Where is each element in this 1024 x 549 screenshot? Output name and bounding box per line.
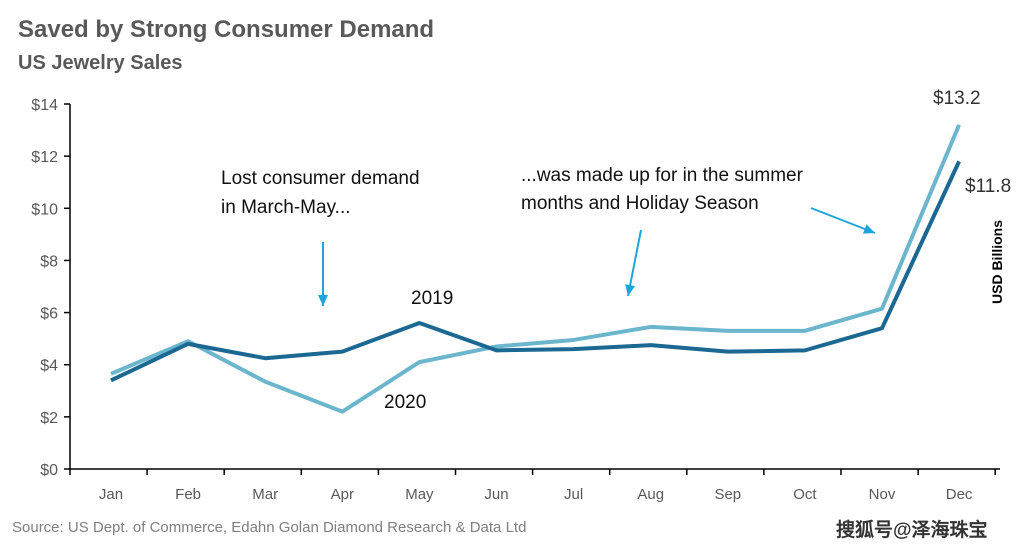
x-tick-label: Jul <box>564 486 583 503</box>
data-label-2020-dec: $13.2 <box>933 88 981 109</box>
arrow-head-icon <box>862 224 875 234</box>
arrow-shaft <box>627 229 642 297</box>
chart-subtitle: US Jewelry Sales <box>18 52 183 74</box>
chart-title: Saved by Strong Consumer Demand <box>18 16 435 43</box>
x-tick-label: Jun <box>484 486 508 503</box>
y-tick-label: $6 <box>40 306 58 323</box>
source-note: Source: US Dept. of Commerce, Edahn Gola… <box>12 519 527 536</box>
y-tick-label: $4 <box>40 358 58 375</box>
watermark: 搜狐号@泽海珠宝 <box>836 520 988 541</box>
x-tick-label: Nov <box>869 486 896 503</box>
x-tick-label: Apr <box>331 486 354 503</box>
y-tick-label: $0 <box>40 462 58 479</box>
x-tick-label: Dec <box>946 486 973 503</box>
x-tick-label: Sep <box>714 486 741 503</box>
annotation-line-1: Lost consumer demand <box>221 168 420 189</box>
x-tick-label: Mar <box>252 486 278 503</box>
arrow-head-icon <box>625 284 636 296</box>
series-label-2019: 2019 <box>411 288 453 309</box>
x-tick-label: Aug <box>637 486 664 503</box>
data-label-2019-dec: $11.8 <box>965 176 1011 197</box>
y-tick-label: $14 <box>31 97 58 114</box>
y-tick-label: $2 <box>40 410 58 427</box>
arrow-head-icon <box>318 295 328 306</box>
annotation-line-3: ...was made up for in the summer <box>521 165 804 186</box>
x-tick-label: Jan <box>99 486 123 503</box>
y-tick-label: $12 <box>31 149 58 166</box>
annotation-line-4: months and Holiday Season <box>521 193 759 214</box>
arrow-shaft <box>810 207 876 234</box>
series-line-2020 <box>110 124 961 414</box>
series-line-2019 <box>110 160 961 383</box>
y-tick-label: $8 <box>40 253 58 270</box>
annotation-line-2: in March-May... <box>221 197 351 218</box>
x-tick-label: May <box>405 486 434 503</box>
y-axis-label: USD Billions <box>989 220 1005 304</box>
series-label-2020: 2020 <box>384 392 426 413</box>
x-tick-label: Feb <box>175 486 201 503</box>
x-tick-label: Oct <box>793 486 817 503</box>
y-tick-label: $10 <box>31 201 58 218</box>
